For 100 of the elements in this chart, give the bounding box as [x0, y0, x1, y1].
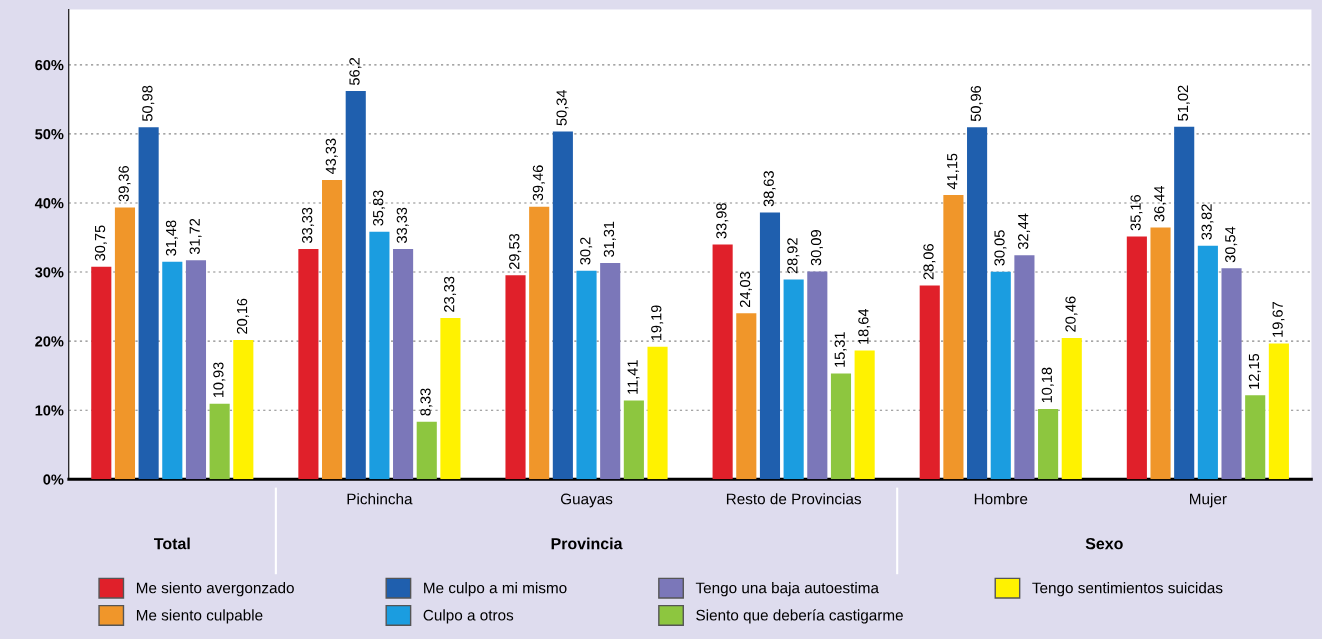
x-tick-label: Mujer — [1190, 493, 1227, 508]
data-label: 31,31 — [603, 221, 616, 257]
y-tick-label: 30% — [35, 267, 64, 278]
bar — [990, 271, 1011, 480]
data-label: 51,02 — [1177, 85, 1190, 121]
legend-label: Me siento culpable — [136, 609, 263, 624]
bar — [712, 244, 733, 480]
data-label: 33,98 — [716, 203, 729, 239]
bar — [1245, 395, 1266, 480]
bar — [185, 260, 207, 480]
data-label: 30,05 — [994, 230, 1007, 266]
data-label: 28,06 — [923, 244, 936, 280]
bar — [162, 261, 183, 480]
y-tick-label: 10% — [35, 405, 64, 416]
bar — [1038, 408, 1059, 480]
bar — [854, 350, 875, 480]
legend-label: Tengo una baja autoestima — [695, 582, 879, 597]
data-label: 11,41 — [627, 360, 640, 394]
data-label: 50,98 — [142, 85, 155, 122]
y-tick-label: 20% — [35, 336, 64, 347]
data-label: 20,16 — [236, 298, 249, 334]
data-label: 31,72 — [189, 218, 202, 255]
data-label: 56,2 — [349, 57, 362, 85]
data-label: 18,64 — [858, 308, 871, 344]
bar — [623, 400, 644, 480]
bar — [440, 318, 461, 480]
data-label: 28,92 — [787, 238, 800, 274]
y-tick-label: 0% — [43, 474, 64, 485]
bar — [345, 91, 366, 480]
bar — [209, 403, 230, 480]
data-label: 12,15 — [1248, 353, 1261, 389]
data-label: 23,33 — [444, 276, 457, 312]
bar — [505, 275, 526, 480]
bar — [576, 270, 597, 480]
data-label: 30,75 — [94, 225, 107, 261]
data-label: 30,54 — [1225, 226, 1238, 263]
bar — [298, 249, 319, 480]
legend-label: Me culpo a mi mismo — [424, 582, 567, 597]
legend-label: Siento que debería castigarme — [696, 609, 903, 624]
x-tick-label: Resto de Provincias — [726, 493, 862, 505]
data-label: 10,93 — [213, 362, 226, 398]
data-label: 33,82 — [1201, 204, 1214, 240]
bar — [1197, 245, 1218, 480]
data-label: 41,15 — [947, 153, 960, 190]
bar — [369, 231, 390, 480]
x-tick-label: Hombre — [974, 493, 1028, 505]
text: Sexo — [1085, 537, 1123, 550]
data-label: 36,44 — [1154, 185, 1167, 222]
bar — [1174, 126, 1195, 480]
data-label: 39,46 — [532, 165, 545, 201]
bar — [919, 285, 940, 480]
bar — [114, 207, 136, 480]
bar — [967, 127, 988, 480]
data-label: 10,18 — [1041, 367, 1054, 403]
bar — [647, 346, 668, 480]
bar — [1221, 268, 1242, 480]
legend-label: Me siento avergonzado — [136, 582, 294, 597]
data-label: 31,48 — [165, 220, 178, 256]
bar — [138, 127, 159, 480]
data-label: 33,33 — [301, 207, 315, 243]
bar — [393, 249, 414, 480]
x-tick-label: Pichincha — [347, 493, 413, 505]
data-label: 30,09 — [810, 230, 823, 266]
bar — [529, 206, 550, 480]
data-label: 50,96 — [970, 85, 983, 122]
bar — [552, 131, 573, 480]
data-label: 24,03 — [739, 271, 752, 308]
text: Total — [153, 537, 190, 550]
bar — [1150, 227, 1171, 480]
data-label: 20,46 — [1065, 296, 1078, 332]
data-label: 29,53 — [509, 233, 522, 270]
bar — [830, 373, 852, 480]
legend-label: Culpo a otros — [423, 609, 514, 624]
bar — [416, 421, 437, 480]
x-tick-label: Guayas — [560, 493, 613, 508]
y-tick-label: 50% — [35, 129, 64, 140]
data-label: 50,34 — [556, 89, 569, 126]
data-label: 35,83 — [373, 190, 386, 226]
data-label: 43,33 — [325, 138, 338, 175]
bar — [1061, 337, 1082, 480]
bar — [600, 263, 621, 480]
bar — [807, 271, 828, 480]
bar — [783, 279, 804, 480]
bar — [91, 266, 112, 480]
data-label: 19,67 — [1272, 302, 1285, 337]
data-label: 8,33 — [420, 388, 433, 416]
bar — [322, 179, 343, 480]
text: Provincia — [551, 537, 623, 550]
y-tick-label: 40% — [34, 198, 64, 209]
bar — [736, 313, 757, 480]
data-label: 19,19 — [651, 305, 664, 341]
bar — [1126, 236, 1147, 480]
bar — [943, 195, 964, 480]
data-label: 33,33 — [396, 207, 409, 243]
data-label: 15,31 — [834, 332, 847, 367]
bar — [1268, 343, 1289, 480]
y-tick-label: 60% — [35, 59, 64, 71]
bar — [233, 340, 254, 480]
data-label: 35,16 — [1130, 195, 1143, 231]
data-label: 38,63 — [763, 171, 776, 207]
